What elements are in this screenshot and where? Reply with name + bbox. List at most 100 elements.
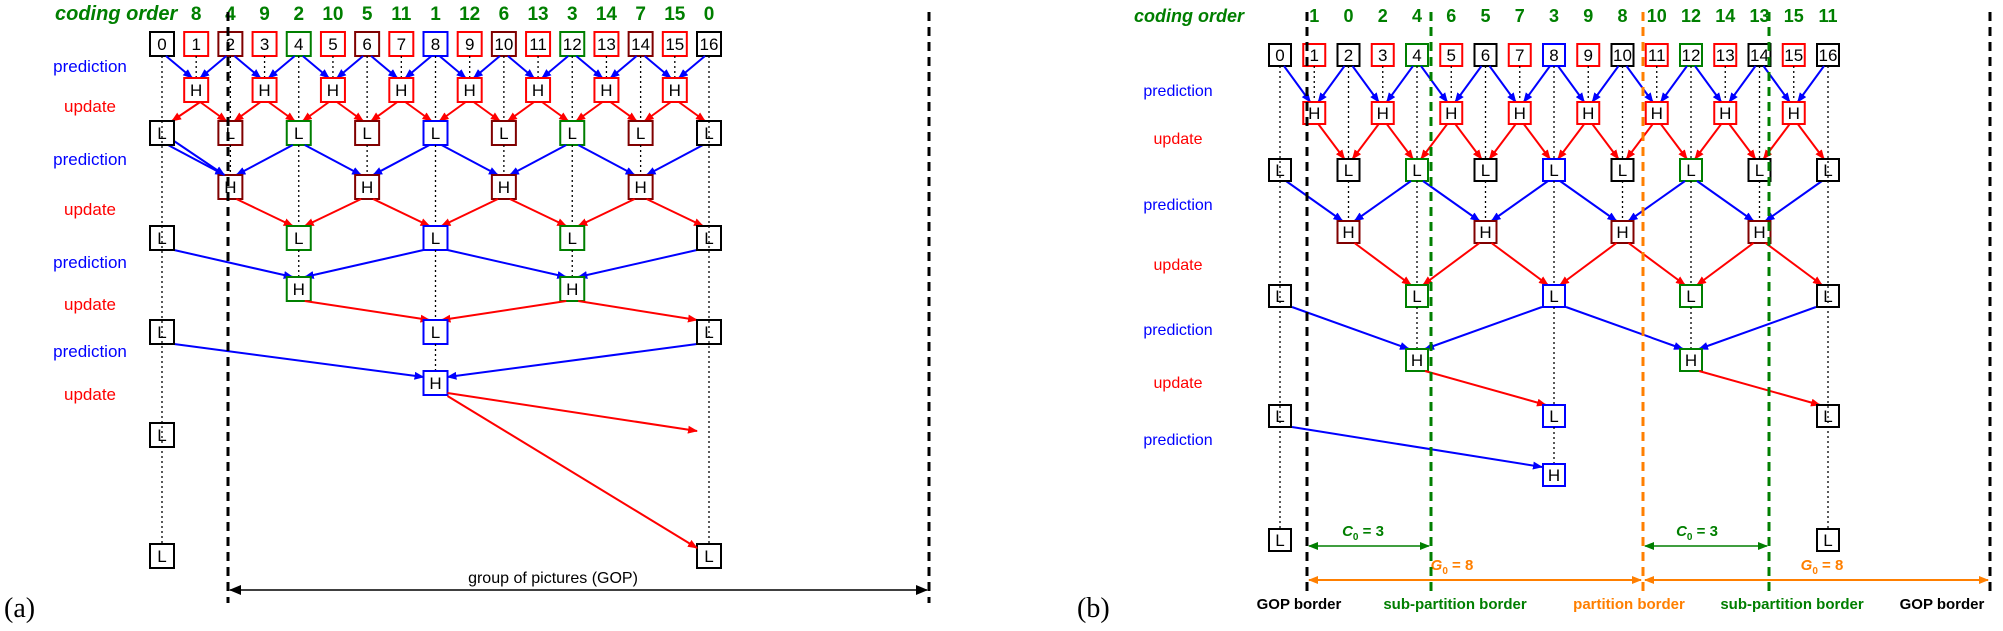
h-a-l1-3-text: H xyxy=(258,81,270,100)
upd-a-l1-16 xyxy=(678,101,706,122)
h-a-l1-1 xyxy=(183,77,210,103)
pred-a-l1-11a xyxy=(507,55,535,79)
l-a-frame0-0-text: L xyxy=(157,124,166,143)
frame-a-14-text: 14 xyxy=(631,35,650,54)
pred-a-l1-3a xyxy=(233,55,262,79)
h-b-l1-1 xyxy=(1302,101,1327,125)
h-b-l2-14 xyxy=(1747,220,1772,244)
h-a-l1-9-text: H xyxy=(464,81,476,100)
coding-order-a-14: 7 xyxy=(635,4,646,25)
l-b-frame0-3 xyxy=(1268,528,1292,552)
pred-b-l2-14a xyxy=(1696,180,1755,222)
h-b-l1-15 xyxy=(1781,101,1806,125)
g0-label-1-prefix: G xyxy=(1431,557,1443,574)
pred-a-l4-8a xyxy=(173,343,425,380)
h-a-l1-15-text: H xyxy=(669,81,681,100)
l-b-l1-10-text: L xyxy=(1618,161,1627,180)
h-a-l1-13-text: H xyxy=(600,81,612,100)
l-a-l1-10-text: L xyxy=(499,124,508,143)
coding-order-b-13: 14 xyxy=(1715,6,1735,26)
frame-a-12 xyxy=(559,31,586,57)
frame-b-2-text: 2 xyxy=(1344,46,1353,65)
h-b-l2-10 xyxy=(1610,220,1635,244)
gop-label: group of pictures (GOP) xyxy=(468,570,638,587)
pred-b-l1-3a xyxy=(1351,65,1380,103)
upd-b-l1-6a xyxy=(1454,123,1483,160)
c0-label-2-prefix: C xyxy=(1676,523,1688,540)
frame-a-11-text: 11 xyxy=(529,35,547,54)
l-a-l1-14-text: L xyxy=(636,124,645,143)
upd-b-l1-10b xyxy=(1625,123,1654,160)
l-a-l2-8-text: L xyxy=(431,229,440,248)
upd-b-l1-2a xyxy=(1317,123,1346,160)
upd-a-l1-6a xyxy=(336,101,364,122)
h-a-l1-7-text: H xyxy=(395,81,407,100)
l-a-l1-6 xyxy=(354,120,381,146)
upd-b-l2-16 xyxy=(1764,242,1823,286)
coding-order-b-14: 13 xyxy=(1749,6,1769,26)
h-a-l3-12-text: H xyxy=(566,280,578,299)
pred-b-l3-4b xyxy=(1424,306,1543,350)
upd-b-l2-12a xyxy=(1627,242,1686,286)
pred-b-l1-3b xyxy=(1385,65,1414,103)
coding-order-a-10: 6 xyxy=(499,4,510,25)
l-a-l1-4 xyxy=(285,120,312,146)
upd-a-l1-0 xyxy=(171,101,201,122)
l-b-frame0-0-text: L xyxy=(1275,161,1284,180)
pred-b-l1-9a xyxy=(1557,65,1586,103)
pred-b-l1-9b xyxy=(1591,65,1620,103)
pred-a-l3-12a xyxy=(447,249,568,279)
coding-order-a-4: 2 xyxy=(293,4,304,25)
pred-a-l3-4a xyxy=(173,249,294,279)
coding-order-b-7: 7 xyxy=(1515,6,1525,26)
upd-a-l4-16 xyxy=(447,392,698,434)
h-b-l3-4 xyxy=(1405,348,1429,372)
upd-b-l1-2b xyxy=(1351,123,1380,160)
pred-a-l1-7a xyxy=(370,55,399,79)
l-a-frame0-2 xyxy=(149,319,175,345)
row-label-a-3: update xyxy=(64,200,116,219)
frame-a-6-text: 6 xyxy=(362,35,371,54)
pred-b-l2-14b xyxy=(1764,180,1823,222)
upd-b-l2-4a xyxy=(1353,242,1412,286)
upd-a-l1-12b xyxy=(575,101,604,122)
coding-order-a-11: 13 xyxy=(527,4,548,25)
l-a-frame16-3 xyxy=(696,543,722,569)
l-b-frame0-3-text: L xyxy=(1275,531,1284,550)
h-b-l4-8 xyxy=(1542,463,1566,487)
pred-a-l2-10b xyxy=(508,144,567,176)
upd-b-l2-4b xyxy=(1422,242,1481,286)
coding-order-label-b: coding order xyxy=(1134,6,1245,26)
l-b-frame16-3 xyxy=(1816,528,1840,552)
upd-a-l2-12a xyxy=(509,198,568,227)
coding-order-label-a: coding order xyxy=(55,3,178,25)
upd-a-l1-4a xyxy=(267,101,296,122)
h-a-l1-13 xyxy=(593,77,620,103)
frame-b-15-text: 15 xyxy=(1784,46,1803,65)
upd-b-l1-6b xyxy=(1488,123,1517,160)
upd-a-l1-12a xyxy=(541,101,570,122)
row-label-a-1: update xyxy=(64,97,116,116)
h-b-l1-5 xyxy=(1439,101,1464,125)
frame-b-6-text: 6 xyxy=(1481,46,1490,65)
pred-b-l2-10b xyxy=(1627,180,1686,222)
upd-a-l1-8b xyxy=(438,101,467,122)
h-a-l2-14 xyxy=(627,174,654,200)
pred-b-l2-10a xyxy=(1559,180,1618,222)
upd-b-l2-8b xyxy=(1559,242,1618,286)
h-a-l1-11 xyxy=(525,77,552,103)
upd-a-l1-6b xyxy=(370,101,398,122)
pred-a-l2-10a xyxy=(441,144,499,176)
upd-b-l1-4a xyxy=(1385,123,1414,160)
pred-b-l1-11b xyxy=(1659,65,1688,103)
h-a-l2-2-text: H xyxy=(224,178,236,197)
pred-b-l1-7a xyxy=(1488,65,1517,103)
l-a-frame0-4-text: L xyxy=(157,547,166,566)
pred-a-l3-12b xyxy=(577,249,698,279)
h-a-l2-14-text: H xyxy=(634,178,646,197)
upd-a-l1-2b xyxy=(233,101,262,122)
l-a-l1-4-text: L xyxy=(294,124,303,143)
row-label-b-6: prediction xyxy=(1143,432,1212,449)
frame-b-16-text: 16 xyxy=(1819,46,1838,65)
l-a-l2-12-text: L xyxy=(568,229,577,248)
